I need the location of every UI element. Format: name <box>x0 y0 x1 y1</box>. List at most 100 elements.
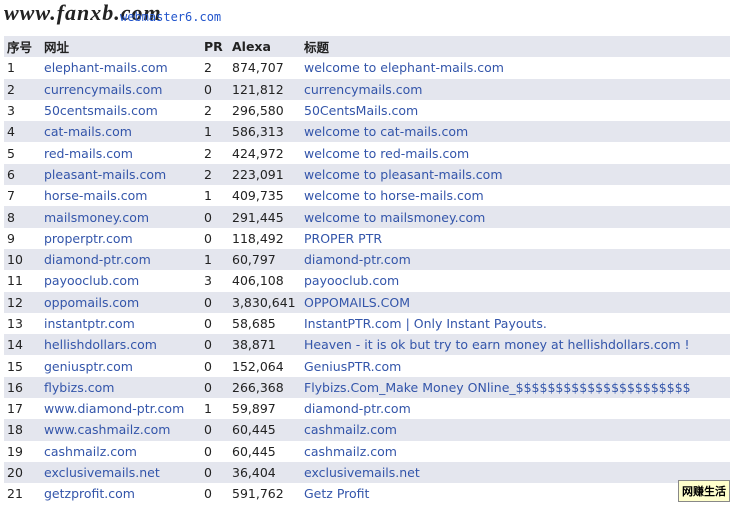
site-link[interactable]: oppomails.com <box>44 294 140 310</box>
table-cell: 60,797 <box>229 248 301 271</box>
title-link[interactable]: OPPOMAILS.COM <box>304 294 410 310</box>
site-link[interactable]: www.diamond-ptr.com <box>44 401 185 417</box>
table-cell: InstantPTR.com | Only Instant Payouts. <box>301 313 730 334</box>
watermark: www.fanxb.com <box>4 0 162 25</box>
table-cell: 0 <box>204 358 212 374</box>
table-cell: welcome to cat-mails.com <box>301 121 730 143</box>
site-link[interactable]: www.cashmailz.com <box>44 422 171 438</box>
site-link[interactable]: instantptr.com <box>44 316 135 331</box>
table-cell: cashmailz.com <box>301 419 730 441</box>
table-cell: diamond-ptr.com <box>41 248 201 271</box>
site-link[interactable]: horse-mails.com <box>44 188 148 204</box>
site-link[interactable]: 50centsmails.com <box>44 103 158 119</box>
table-cell: 0 <box>204 316 212 331</box>
title-link[interactable]: welcome to cat-mails.com <box>304 124 469 140</box>
table-row: 10 diamond-ptr.com 1 60,797 diamond-ptr.com <box>4 248 730 271</box>
title-link[interactable]: welcome to elephant-mails.com <box>304 60 504 76</box>
title-link[interactable]: welcome to mailsmoney.com <box>304 209 486 225</box>
table-cell: 0 <box>201 334 229 356</box>
table-row: 5 red-mails.com 2 424,972 welcome to red-mai… <box>4 142 730 163</box>
table-cell: 118,492 <box>232 230 284 246</box>
table-cell: 1 <box>204 188 212 204</box>
table-row: 8 mailsmoney.com 0 291,445 welcome to mailsm… <box>4 206 730 228</box>
site-link[interactable]: diamond-ptr.com <box>44 252 151 268</box>
title-link[interactable]: cashmailz.com <box>304 422 397 438</box>
title-link[interactable]: exclusivemails.net <box>304 465 420 481</box>
table-cell: welcome to elephant-mails.com <box>301 57 730 78</box>
table-cell: 0 <box>201 461 229 484</box>
site-link[interactable]: cashmailz.com <box>44 443 137 459</box>
table-cell: Heaven - it is ok but try to earn money … <box>301 334 730 356</box>
table-cell: geniusptr.com <box>41 355 201 376</box>
table-row: 11 payooclub.com 3 406,108 payooclub.com <box>4 270 730 291</box>
site-link[interactable]: getzprofit.com <box>44 486 135 502</box>
table-row: 6 pleasant-mails.com 2 223,091 welcome to pl… <box>4 163 730 186</box>
table-cell: 8 <box>4 206 41 228</box>
table-cell: hellishdollars.com <box>41 334 201 356</box>
table-cell: 2 <box>204 60 212 76</box>
table-cell: 121,812 <box>229 78 301 100</box>
table-cell: 0 <box>201 419 229 441</box>
table-cell: 3,830,641 <box>229 291 301 313</box>
table-cell: 36,404 <box>229 461 301 484</box>
site-link[interactable]: pleasant-mails.com <box>44 166 167 182</box>
site-link[interactable]: red-mails.com <box>44 145 133 161</box>
table-cell: 406,108 <box>232 273 284 289</box>
table-cell: diamond-ptr.com <box>301 248 730 271</box>
table-cell: pleasant-mails.com <box>41 163 201 186</box>
title-link[interactable]: PROPER PTR <box>304 230 383 246</box>
table-cell: Getz Profit <box>301 483 730 504</box>
table-cell: 14 <box>4 334 41 356</box>
table-cell: PROPER PTR <box>301 228 730 249</box>
table-cell: horse-mails.com <box>41 185 201 206</box>
table-cell: 50centsmails.com <box>41 100 201 121</box>
table-cell: welcome to pleasant-mails.com <box>301 163 730 186</box>
table-cell: 0 <box>201 206 229 228</box>
table-cell: 2 <box>204 145 212 161</box>
site-link[interactable]: mailsmoney.com <box>44 209 150 225</box>
table-cell: 4 <box>4 121 41 143</box>
table-cell: elephant-mails.com <box>41 57 201 78</box>
table-cell: 2 <box>204 103 212 119</box>
table-cell: welcome to red-mails.com <box>301 142 730 163</box>
table-cell: 0 <box>201 291 229 313</box>
title-link[interactable]: currencymails.com <box>304 81 423 97</box>
table-row: 1 elephant-mails.com 2 874,707 welcome to el… <box>4 57 730 78</box>
site-link[interactable]: exclusivemails.net <box>44 465 160 481</box>
table-cell: 15 <box>7 358 23 374</box>
title-link[interactable]: cashmailz.com <box>304 443 397 459</box>
title-link[interactable]: diamond-ptr.com <box>304 401 411 417</box>
table-cell: 6 <box>4 163 41 186</box>
site-link[interactable]: cat-mails.com <box>44 124 132 140</box>
table-row: 9 properptr.com 0 118,492 PROPER PTR <box>4 228 730 249</box>
site-link[interactable]: payooclub.com <box>44 273 140 289</box>
site-link[interactable]: elephant-mails.com <box>44 60 168 76</box>
site-link[interactable]: properptr.com <box>44 230 133 246</box>
title-link[interactable]: Getz Profit <box>304 486 370 502</box>
site-link[interactable]: geniusptr.com <box>44 358 133 374</box>
table-cell: payooclub.com <box>301 270 730 291</box>
table-row: 12 oppomails.com 0 3,830,641 OPPOMAILS.COM <box>4 291 730 313</box>
title-link[interactable]: Heaven - it is ok but try to earn money … <box>304 337 690 353</box>
site-link[interactable]: currencymails.com <box>44 81 163 97</box>
table-cell: 586,313 <box>229 121 301 143</box>
title-link[interactable]: welcome to horse-mails.com <box>304 188 484 204</box>
table-row: 19 cashmailz.com 0 60,445 cashmailz.com <box>4 441 730 462</box>
table-cell: welcome to mailsmoney.com <box>301 206 730 228</box>
title-link[interactable]: 50CentsMails.com <box>304 103 419 119</box>
table-cell: www.diamond-ptr.com <box>41 398 201 419</box>
table-row: 15 geniusptr.com 0 152,064 GeniusPTR.com <box>4 355 730 376</box>
table-cell: 7 <box>7 188 15 204</box>
title-link[interactable]: GeniusPTR.com <box>304 358 402 374</box>
title-link[interactable]: welcome to red-mails.com <box>304 145 470 161</box>
table-cell: 0 <box>201 78 229 100</box>
site-link[interactable]: hellishdollars.com <box>44 337 157 353</box>
table-cell: properptr.com <box>41 228 201 249</box>
title-link[interactable]: diamond-ptr.com <box>304 252 411 268</box>
title-link[interactable]: InstantPTR.com | Only Instant Payouts. <box>304 316 547 331</box>
title-link[interactable]: payooclub.com <box>304 273 400 289</box>
title-link[interactable]: Flybizs.Com_Make Money ONline_$$$$$$$$$$… <box>304 379 691 395</box>
site-link[interactable]: flybizs.com <box>44 379 115 395</box>
title-link[interactable]: welcome to pleasant-mails.com <box>304 166 503 182</box>
table-cell: 20 <box>4 461 41 484</box>
